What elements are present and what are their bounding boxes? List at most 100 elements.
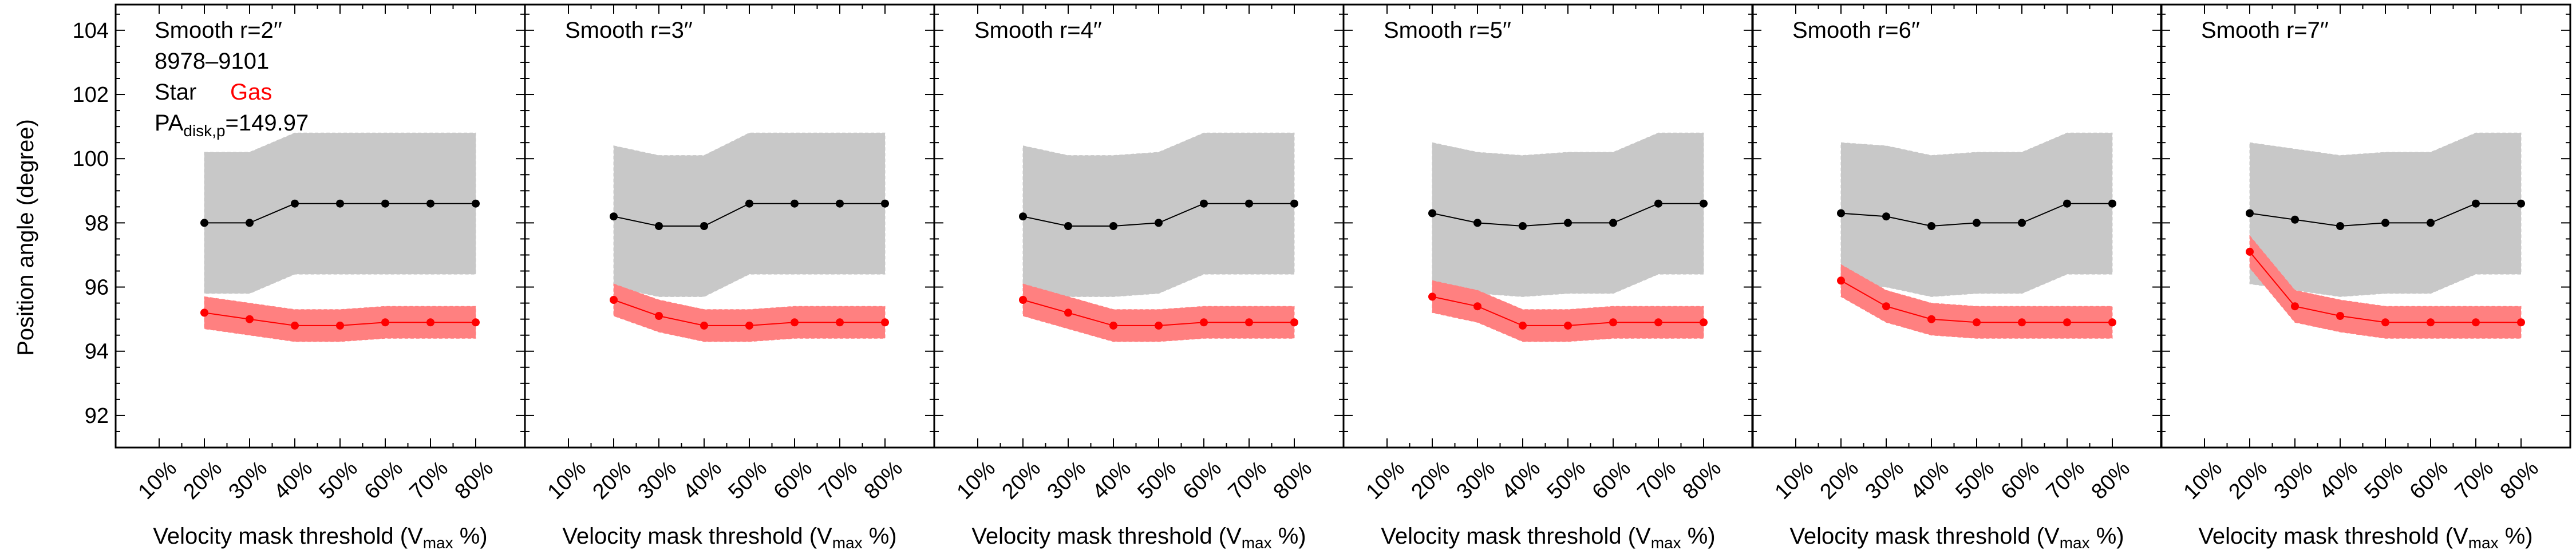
gas-data-point: [836, 318, 844, 327]
x-tick-label: 20%: [2225, 456, 2272, 504]
star-data-point: [836, 199, 844, 208]
gas-data-point: [1654, 318, 1662, 327]
x-axis-label-main: Velocity mask threshold (V: [1789, 524, 2060, 549]
x-tick-label: 80%: [451, 456, 498, 504]
gas-error-band: [204, 296, 476, 342]
gas-data-point: [1519, 321, 1527, 330]
gas-data-point: [1973, 318, 1981, 327]
panel-1: 92 94 96 98 100 102 104 10%20%30%40%50%60%70%80…: [73, 3, 526, 552]
x-tick-label: 70%: [2451, 456, 2498, 504]
x-axis-label: Velocity mask threshold (Vmax %): [562, 524, 896, 552]
gas-data-point: [881, 318, 889, 327]
x-axis-label-main: Velocity mask threshold (V: [153, 524, 423, 549]
panel-4: 10%20%30%40%50%60%70%80% Smooth r=5′′ Velo…: [1342, 3, 1754, 552]
x-tick-label: 30%: [224, 456, 272, 504]
y-axis-label: Position angle (degree): [13, 119, 38, 356]
panel-title: Smooth r=5′′: [1384, 18, 1511, 43]
x-tick-label: 20%: [998, 456, 1045, 504]
gas-error-band: [1022, 283, 1295, 342]
x-tick-label: 50%: [315, 456, 362, 504]
gas-error-band: [613, 283, 886, 342]
x-tick-label: 60%: [1588, 456, 1635, 504]
star-data-point: [1882, 212, 1890, 221]
gas-data-point: [2336, 312, 2344, 320]
gas-data-point: [2108, 318, 2116, 327]
gas-data-point: [246, 315, 254, 323]
gas-data-point: [1064, 308, 1072, 317]
x-tick-label: 80%: [2087, 456, 2135, 504]
panel-2: 10%20%30%40%50%60%70%80% Smooth r=3′′ Velo…: [524, 3, 935, 552]
x-tick-label: 40%: [270, 456, 317, 504]
legend-star: Star: [155, 80, 196, 105]
x-axis-label-main: Velocity mask threshold (V: [562, 524, 832, 549]
x-axis-label: Velocity mask threshold (Vmax %): [1381, 524, 1715, 552]
x-tick-label: 60%: [769, 456, 817, 504]
star-data-point: [2517, 199, 2525, 208]
pa-value: =149.97: [226, 110, 309, 136]
panel-6: 10%20%30%40%50%60%70%80% Smooth r=7′′ Velo…: [2160, 3, 2571, 552]
gas-data-point: [1428, 292, 1436, 301]
panel-3: 10%20%30%40%50%60%70%80% Smooth r=4′′ Velo…: [933, 3, 1345, 552]
x-axis-label-tail: %): [1681, 524, 1716, 549]
star-data-point: [1973, 219, 1981, 227]
x-tick-label: 30%: [1043, 456, 1091, 504]
x-axis-label: Velocity mask threshold (Vmax %): [971, 524, 1306, 552]
gas-data-point: [426, 318, 434, 327]
x-tick-label: 60%: [1179, 456, 1226, 504]
x-axis-label-main: Velocity mask threshold (V: [2198, 524, 2468, 549]
gas-data-point: [2517, 318, 2525, 327]
star-data-point: [1927, 222, 1935, 230]
gas-data-point: [1109, 321, 1117, 330]
gas-data-point: [1200, 318, 1208, 327]
gas-data-point: [1245, 318, 1253, 327]
star-data-point: [745, 199, 753, 208]
x-tick-label: 10%: [1771, 456, 1818, 504]
y-tick-label: 102: [73, 83, 109, 107]
star-data-point: [472, 199, 480, 208]
star-error-band: [204, 132, 476, 294]
y-tick-label: 94: [85, 340, 109, 364]
star-error-band: [1022, 132, 1295, 297]
gas-error-band: [1840, 264, 2113, 339]
star-data-point: [1837, 209, 1845, 217]
star-data-point: [2336, 222, 2344, 230]
y-tick-label: 100: [73, 147, 109, 171]
x-tick-label: 40%: [679, 456, 726, 504]
x-tick-label: 70%: [1224, 456, 1271, 504]
star-data-point: [2108, 199, 2116, 208]
star-data-point: [610, 212, 618, 221]
x-tick-label: 20%: [1816, 456, 1863, 504]
star-data-point: [1654, 199, 1662, 208]
gas-data-point: [381, 318, 389, 327]
star-error-band: [2249, 132, 2522, 297]
star-data-point: [381, 199, 389, 208]
x-tick-label: 40%: [2315, 456, 2362, 504]
gas-data-point: [700, 321, 708, 330]
star-data-point: [291, 199, 299, 208]
x-tick-label: 20%: [588, 456, 636, 504]
x-axis-label: Velocity mask threshold (Vmax %): [153, 524, 487, 552]
x-axis-label-main: Velocity mask threshold (V: [971, 524, 1242, 549]
gas-data-point: [1473, 302, 1481, 311]
x-axis-label-tail: %): [2090, 524, 2124, 549]
x-tick-label: 20%: [1407, 456, 1455, 504]
star-data-point: [1700, 199, 1708, 208]
x-axis-label-sub: max: [2468, 534, 2499, 552]
gas-data-point: [1155, 321, 1163, 330]
x-tick-label: 50%: [1543, 456, 1590, 504]
x-axis-label: Velocity mask threshold (Vmax %): [1789, 524, 2124, 552]
x-tick-label: 50%: [2360, 456, 2408, 504]
gas-data-point: [1564, 321, 1572, 330]
x-tick-label: 10%: [2179, 456, 2227, 504]
x-tick-label: 30%: [1861, 456, 1909, 504]
star-data-point: [426, 199, 434, 208]
x-axis-label: Velocity mask threshold (Vmax %): [2198, 524, 2532, 552]
star-data-point: [2063, 199, 2071, 208]
gas-data-point: [1019, 296, 1027, 304]
gas-data-point: [2018, 318, 2026, 327]
star-data-point: [1245, 199, 1253, 208]
x-tick-label: 10%: [1362, 456, 1409, 504]
y-tick-label: 96: [85, 276, 109, 300]
x-tick-label: 50%: [1133, 456, 1181, 504]
